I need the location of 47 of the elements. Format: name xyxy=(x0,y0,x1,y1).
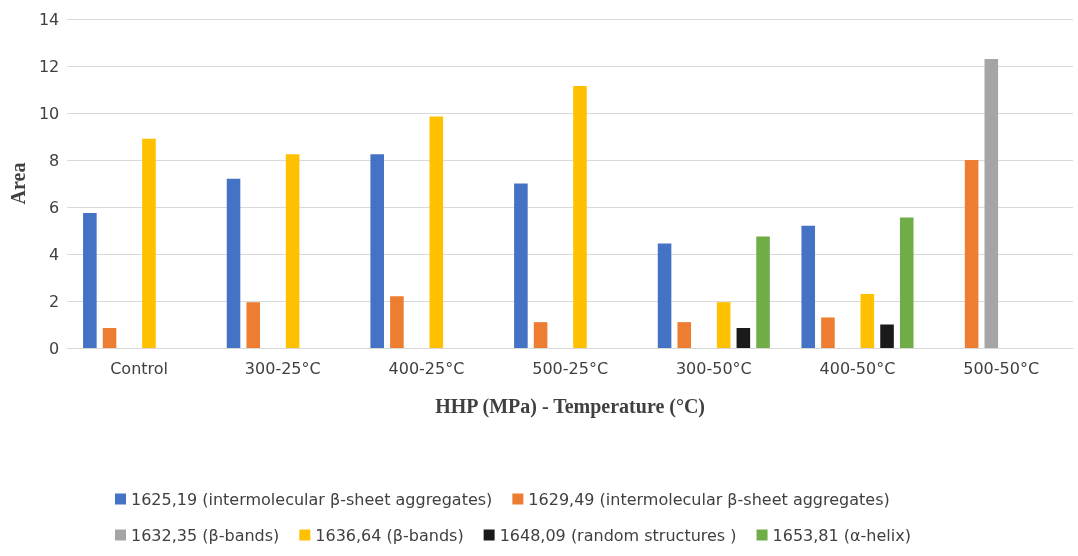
bar xyxy=(677,322,692,348)
bar xyxy=(514,183,528,348)
bar xyxy=(736,328,751,348)
bar xyxy=(390,296,404,348)
x-tick-label: 400-50°C xyxy=(819,358,896,378)
bar xyxy=(984,58,999,348)
y-tick-label: 8 xyxy=(49,150,60,170)
legend-label: 1629,49 (intermolecular β-sheet aggregates) xyxy=(528,489,890,509)
bar xyxy=(102,328,117,348)
bar xyxy=(821,317,835,348)
x-tick-label: Control xyxy=(110,358,169,378)
x-tick-label: 400-25°C xyxy=(388,358,465,378)
bar xyxy=(964,160,979,348)
legend-label: 1653,81 (α-helix) xyxy=(772,525,911,545)
x-tick-label: 500-50°C xyxy=(963,358,1040,378)
bar xyxy=(142,138,156,348)
y-tick-label: 14 xyxy=(38,9,60,29)
bar xyxy=(429,116,444,348)
x-tick-label: 300-50°C xyxy=(675,358,752,378)
y-tick-label: 2 xyxy=(49,291,60,311)
bar xyxy=(573,85,587,348)
y-tick-label: 10 xyxy=(38,103,60,123)
bar xyxy=(899,217,914,348)
legend-label: 1632,35 (β-bands) xyxy=(131,525,280,545)
bar xyxy=(716,302,731,348)
bar xyxy=(860,293,875,348)
bar xyxy=(83,212,97,348)
legend-label: 1648,09 (random structures ) xyxy=(499,525,737,545)
y-tick-label: 4 xyxy=(49,244,60,264)
bar xyxy=(756,236,770,348)
y-tick-label: 12 xyxy=(38,56,60,76)
y-axis-title: Area xyxy=(7,162,29,205)
legend-label: 1625,19 (intermolecular β-sheet aggregates) xyxy=(131,489,493,509)
y-tick-label: 0 xyxy=(49,338,60,358)
bar xyxy=(226,178,241,348)
bar xyxy=(285,154,300,348)
x-axis-title: HHP (MPa) - Temperature (°C) xyxy=(435,395,706,418)
x-tick-label: 500-25°C xyxy=(532,358,609,378)
bar xyxy=(370,154,384,348)
x-tick-label: 300-25°C xyxy=(244,358,321,378)
bar xyxy=(880,324,894,348)
y-tick-label: 6 xyxy=(49,197,60,217)
legend-label: 1636,64 (β-bands) xyxy=(315,525,464,545)
bar xyxy=(246,302,261,348)
bar xyxy=(533,322,548,348)
bar xyxy=(801,225,816,348)
bar xyxy=(657,243,672,348)
